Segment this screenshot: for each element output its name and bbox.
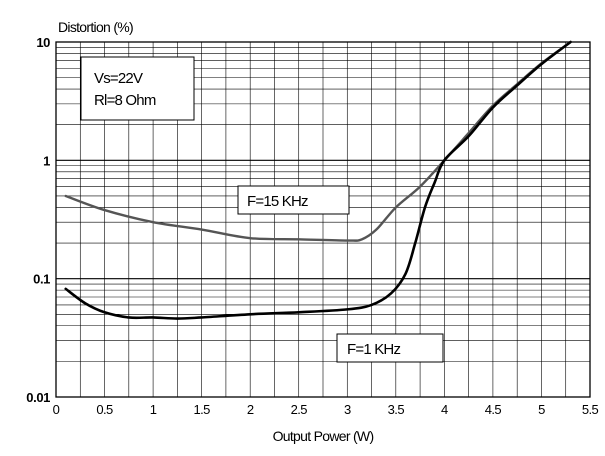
annotation-15khz-frame bbox=[237, 185, 350, 215]
y-tick-label: 10 bbox=[36, 35, 50, 50]
conditions-box-frame bbox=[80, 56, 195, 121]
conditions-box: Vs=22V Rl=8 Ohm bbox=[80, 56, 195, 121]
x-tick-label: 2 bbox=[247, 402, 254, 417]
annotation-15khz: F=15 KHz bbox=[237, 185, 350, 215]
x-axis-title: Output Power (W) bbox=[273, 428, 374, 444]
x-tick-label: 4 bbox=[441, 402, 448, 417]
plot-area-frame bbox=[55, 41, 591, 398]
x-tick-label: 0.5 bbox=[96, 402, 113, 417]
x-tick-label: 5 bbox=[538, 402, 545, 417]
condition-supply-voltage: Vs=22V bbox=[94, 70, 143, 87]
x-tick-label: 2.5 bbox=[291, 402, 308, 417]
condition-load-resistance: Rl=8 Ohm bbox=[94, 92, 156, 109]
y-axis-title: Distortion (%) bbox=[58, 19, 133, 35]
x-tick-label: 5.5 bbox=[582, 402, 599, 417]
x-tick-label: 3.5 bbox=[388, 402, 405, 417]
annotation-15khz-label: F=15 KHz bbox=[247, 193, 308, 210]
x-tick-label: 0 bbox=[53, 402, 60, 417]
y-tick-label: 1 bbox=[43, 153, 50, 168]
x-tick-label: 1.5 bbox=[193, 402, 210, 417]
annotation-1khz-frame bbox=[336, 333, 444, 363]
x-tick-label: 4.5 bbox=[485, 402, 502, 417]
annotation-1khz-label: F=1 KHz bbox=[347, 341, 400, 358]
y-tick-label: 0.1 bbox=[33, 272, 50, 287]
x-tick-label: 1 bbox=[150, 402, 157, 417]
series-lines bbox=[64, 40, 572, 320]
x-tick-label: 3 bbox=[344, 402, 351, 417]
tick-labels: 0 0.5 1 1.5 2 2.5 3 3.5 4 4.5 5 5.5 0.01 0.1 1 10 bbox=[26, 35, 599, 417]
y-tick-label: 0.01 bbox=[26, 390, 50, 405]
series-line-1khz bbox=[64, 40, 572, 320]
annotation-1khz: F=1 KHz bbox=[336, 333, 444, 363]
